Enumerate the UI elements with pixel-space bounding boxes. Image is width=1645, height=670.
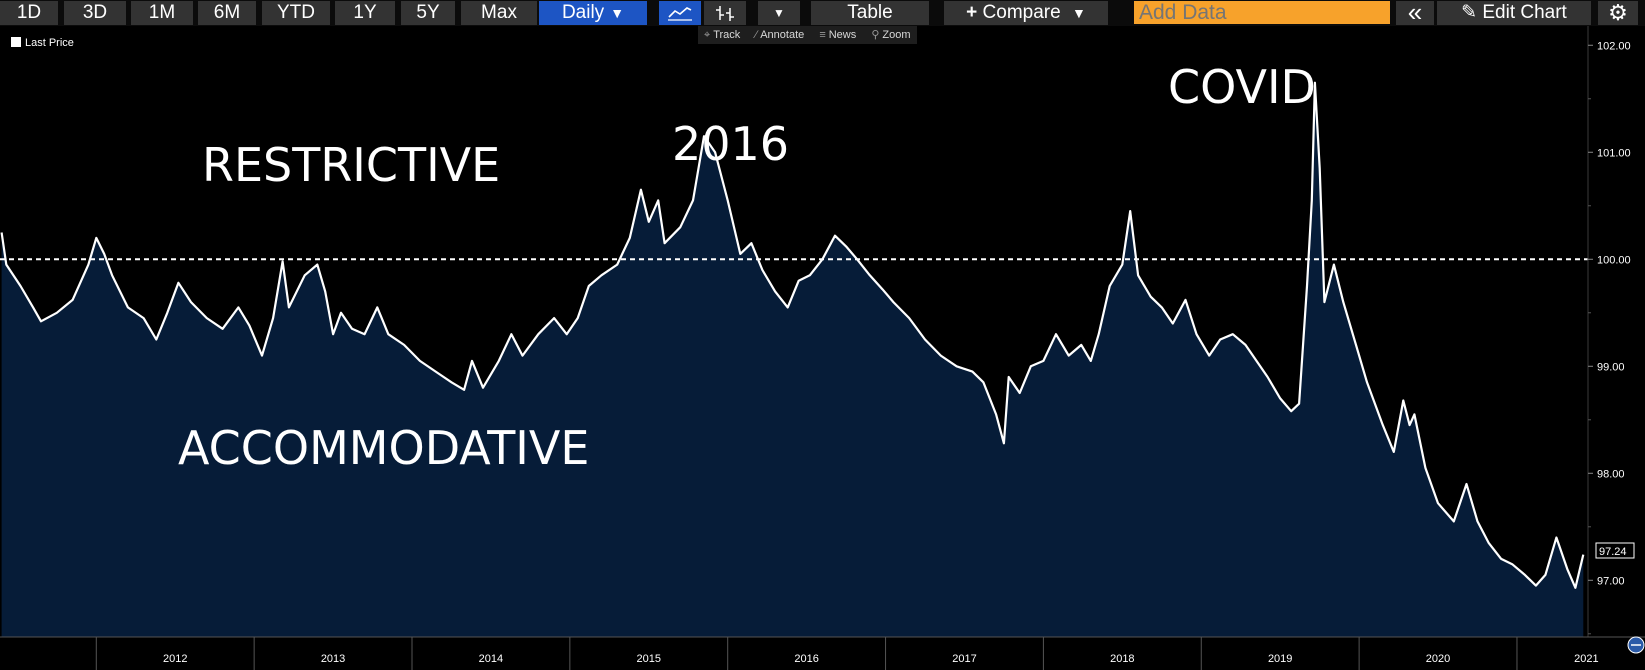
range-1y-button[interactable]: 1Y — [335, 1, 395, 25]
bar-chart-type-button[interactable] — [704, 1, 746, 25]
toolbar: 1D 3D 1M 6M YTD 1Y 5Y Max Daily ▼ ▼ Table… — [0, 0, 1645, 26]
caret-down-icon: ▼ — [1071, 5, 1086, 21]
range-1d-button[interactable]: 1D — [0, 1, 58, 25]
plot-area — [0, 81, 1585, 637]
table-button[interactable]: Table — [811, 1, 929, 25]
sub-toolbar: ⌖ Track ∕ Annotate ≡ News ⚲ Zoom — [698, 26, 917, 44]
legend: Last Price — [11, 37, 74, 49]
x-tick-label: 2018 — [1110, 653, 1134, 665]
last-value-label: 97.24 — [1599, 546, 1627, 558]
compare-label: Compare — [982, 2, 1061, 23]
edit-chart-label: Edit Chart — [1482, 2, 1567, 23]
caret-down-icon: ▼ — [773, 6, 785, 20]
annotate-tool[interactable]: ∕ Annotate — [749, 26, 810, 44]
x-tick-label: 2012 — [163, 653, 187, 665]
y-tick-label: 99.00 — [1597, 361, 1625, 373]
edit-chart-button[interactable]: ✎ Edit Chart — [1437, 1, 1591, 25]
x-tick-label: 2016 — [794, 653, 818, 665]
double-chevron-left-icon: « — [1407, 0, 1423, 27]
legend-last-price: Last Price — [25, 37, 74, 49]
annotation-covid: COVID — [1168, 60, 1316, 114]
y-tick-label: 100.00 — [1597, 254, 1631, 266]
annotate-label: Annotate — [760, 29, 805, 41]
range-6m-button[interactable]: 6M — [198, 1, 256, 25]
series-area — [1, 82, 1584, 637]
annotation-accommodative: ACCOMMODATIVE — [178, 421, 589, 475]
news-icon: ≡ — [819, 29, 826, 41]
range-1m-button[interactable]: 1M — [131, 1, 193, 25]
last-value-tag: 97.24 — [1595, 542, 1635, 559]
zoom-tool[interactable]: ⚲ Zoom — [865, 26, 916, 44]
gear-icon: ⚙ — [1608, 0, 1628, 25]
x-tick-label: 2014 — [479, 653, 503, 665]
chart-type-dropdown[interactable]: ▼ — [758, 1, 800, 25]
chart-menu-icon[interactable] — [1627, 636, 1645, 654]
pencil-icon: ∕ — [755, 29, 758, 41]
y-tick-label: 97.00 — [1597, 575, 1625, 587]
x-tick-label: 2015 — [637, 653, 661, 665]
annotation-2016: 2016 — [672, 117, 789, 171]
pencil-icon: ✎ — [1461, 2, 1478, 23]
crosshair-icon: ⌖ — [704, 29, 711, 41]
zoom-label: Zoom — [882, 29, 911, 41]
range-ytd-button[interactable]: YTD — [262, 1, 330, 25]
settings-button[interactable]: ⚙ — [1598, 1, 1638, 25]
x-tick-label: 2013 — [321, 653, 345, 665]
x-tick-label: 2017 — [952, 653, 976, 665]
news-label: News — [828, 29, 857, 41]
track-tool[interactable]: ⌖ Track — [698, 26, 746, 44]
series-line-last-price — [0, 81, 1585, 589]
news-tool[interactable]: ≡ News — [813, 26, 862, 44]
track-label: Track — [713, 29, 741, 41]
y-axis: 102.00 101.00 100.00 99.00 98.00 97.00 — [1588, 40, 1631, 635]
frequency-dropdown[interactable]: Daily ▼ — [539, 1, 647, 25]
y-tick-label: 98.00 — [1597, 468, 1625, 480]
x-axis: 2012 2013 2014 2015 2016 2017 2018 2019 2020 2021 — [95, 637, 1599, 670]
frequency-label: Daily — [561, 2, 605, 23]
range-3d-button[interactable]: 3D — [64, 1, 126, 25]
x-tick-label: 2020 — [1426, 653, 1450, 665]
line-chart-type-button[interactable] — [659, 1, 701, 25]
magnifier-icon: ⚲ — [871, 29, 880, 41]
range-max-button[interactable]: Max — [461, 1, 537, 25]
y-tick-label: 102.00 — [1597, 40, 1631, 52]
y-tick-label: 101.00 — [1597, 147, 1631, 159]
add-data-input[interactable] — [1134, 1, 1390, 24]
x-tick-label: 2021 — [1574, 653, 1598, 665]
line-chart-icon — [668, 7, 692, 21]
x-tick-label: 2019 — [1268, 653, 1292, 665]
caret-down-icon: ▼ — [610, 5, 625, 21]
plus-icon: + — [966, 2, 978, 23]
range-5y-button[interactable]: 5Y — [401, 1, 455, 25]
legend-swatch — [11, 37, 21, 47]
collapse-button[interactable]: « — [1396, 0, 1434, 27]
compare-dropdown[interactable]: + Compare ▼ — [944, 1, 1108, 25]
ohlc-bars-icon — [716, 6, 734, 21]
annotation-restrictive: RESTRICTIVE — [202, 138, 500, 192]
